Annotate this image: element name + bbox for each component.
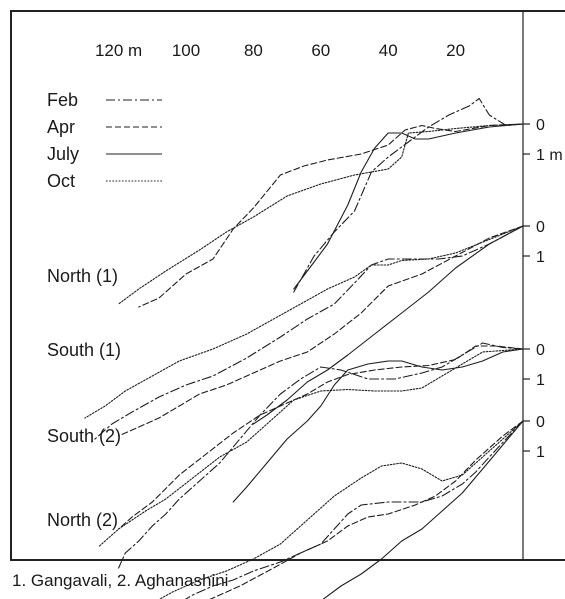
legend-label-oct: Oct xyxy=(47,171,75,191)
x-tick-label: 80 xyxy=(244,41,263,60)
depth-tick-label: 1 m xyxy=(536,147,563,164)
profile-line-july xyxy=(252,225,524,425)
profile-line-apr xyxy=(118,225,524,437)
depth-tick-label: 1 xyxy=(536,372,545,389)
panel-label: South (2) xyxy=(47,426,121,446)
depth-tick-label: 0 xyxy=(536,117,545,134)
profile-line-feb xyxy=(118,342,524,569)
profile-line-feb xyxy=(91,225,524,443)
profile-line-july xyxy=(232,348,524,503)
profile-line-oct xyxy=(84,225,524,419)
x-tick-label: 40 xyxy=(379,41,398,60)
depth-tick-label: 0 xyxy=(536,342,545,359)
profile-line-july xyxy=(293,123,524,290)
profile-line-feb xyxy=(293,97,524,293)
legend-label-apr: Apr xyxy=(47,117,75,137)
legend-label-july: July xyxy=(47,144,79,164)
profile-line-apr xyxy=(118,345,524,530)
profile-line-apr xyxy=(209,420,524,599)
figure-caption: 1. Gangavali, 2. Aghanashini xyxy=(12,571,229,590)
profile-line-oct xyxy=(118,123,524,305)
profile-line-oct xyxy=(97,348,524,548)
legend-label-feb: Feb xyxy=(47,90,78,110)
x-tick-label: 20 xyxy=(446,41,465,60)
panel-label: North (2) xyxy=(47,510,118,530)
x-tick-label: 120 m xyxy=(95,41,142,60)
x-tick-label: 60 xyxy=(311,41,330,60)
depth-tick-label: 1 xyxy=(536,444,545,461)
depth-tick-label: 0 xyxy=(536,414,545,431)
depth-tick-label: 0 xyxy=(536,219,545,236)
x-tick-label: 100 xyxy=(172,41,200,60)
panel-label: South (1) xyxy=(47,340,121,360)
profile-line-july xyxy=(322,420,524,599)
plot-frame xyxy=(10,10,565,561)
profile-line-oct xyxy=(158,420,524,599)
profile-line-feb xyxy=(184,420,524,599)
panel-label: North (1) xyxy=(47,266,118,286)
profile-line-apr xyxy=(138,123,524,308)
depth-tick-label: 1 xyxy=(536,249,545,266)
